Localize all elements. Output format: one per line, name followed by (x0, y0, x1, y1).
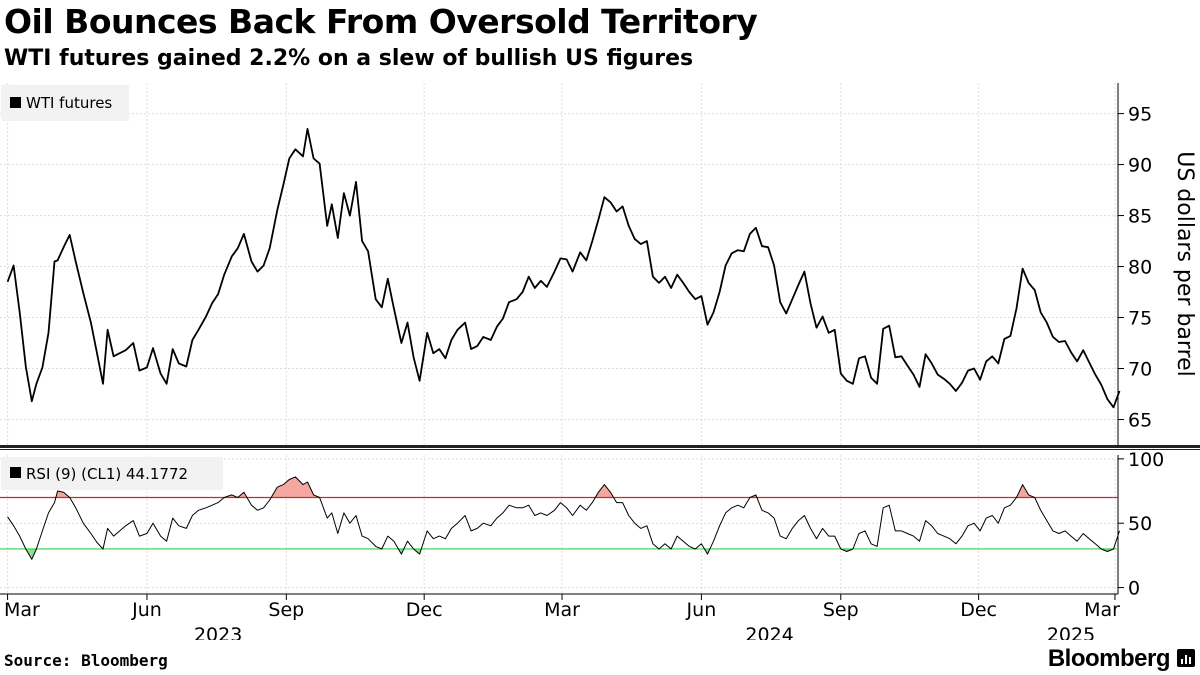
x-month-label: Mar (544, 599, 580, 621)
x-month-label: Dec (406, 599, 443, 621)
price-ytick-label: 70 (1128, 359, 1152, 381)
rsi-overbought-fill (595, 484, 614, 498)
x-year-label: 2023 (194, 624, 242, 640)
x-month-label: Jun (131, 599, 162, 621)
x-year-label: 2024 (745, 624, 793, 640)
rsi-overbought-fill (271, 476, 320, 498)
price-legend-label: WTI futures (26, 94, 112, 112)
wti-futures-line (6, 128, 1121, 409)
brand-logo-text: Bloomberg (1047, 645, 1171, 672)
price-ytick-label: 80 (1128, 257, 1152, 279)
rsi-legend-swatch (10, 467, 21, 478)
x-axis: Mar Jun Sep Dec Mar Jun Sep Dec Mar 2023 2024 2025 (0, 593, 1120, 640)
price-ytick-label: 75 (1128, 308, 1152, 330)
x-month-label: Mar (1084, 599, 1120, 621)
price-ytick-label: 95 (1128, 104, 1152, 126)
panel-divider (0, 445, 1200, 448)
rsi-legend-label: RSI (9) (CL1) 44.1772 (26, 465, 188, 483)
rsi-ytick-label: 0 (1128, 578, 1140, 600)
rsi-oversold-fill (1101, 548, 1114, 552)
rsi-oversold-fill (840, 548, 853, 552)
bloomberg-chart-icon (1177, 649, 1195, 667)
rsi-panel: 0 50 100 RSI (9) (CL1) 44.1772 (0, 449, 1164, 600)
x-month-label: Jun (686, 599, 717, 621)
rsi-overbought-fill (55, 491, 70, 498)
x-month-label: Dec (960, 599, 997, 621)
rsi-ytick-label: 50 (1128, 513, 1152, 535)
x-month-label: Mar (4, 599, 40, 621)
price-panel: 65 70 75 80 85 90 95 WTI futures US dollars per … (0, 83, 1200, 450)
rsi-line (7, 476, 1120, 560)
source-note: Source: Bloomberg (4, 651, 168, 670)
price-ytick-label: 85 (1128, 206, 1152, 228)
chart: 65 70 75 80 85 90 95 WTI futures US dollars per … (0, 83, 1200, 640)
x-year-label: 2025 (1047, 624, 1095, 640)
price-ytick-label: 90 (1128, 155, 1152, 177)
rsi-oversold-fill (25, 548, 37, 560)
price-legend-swatch (10, 97, 21, 108)
x-month-label: Sep (268, 599, 304, 621)
rsi-overbought-fill (1016, 484, 1035, 498)
price-y-axis-label: US dollars per barrel (1172, 151, 1197, 377)
price-ytick-label: 65 (1128, 410, 1152, 432)
chart-subtitle: WTI futures gained 2.2% on a slew of bul… (4, 46, 694, 71)
chart-title: Oil Bounces Back From Oversold Territory (4, 2, 758, 41)
panel-divider-thin (0, 449, 1200, 450)
rsi-ytick-label: 100 (1128, 449, 1164, 471)
price-legend-box (1, 85, 129, 121)
rsi-legend-box (1, 457, 223, 490)
rsi-oversold-fill (398, 548, 404, 555)
x-month-label: Sep (823, 599, 859, 621)
